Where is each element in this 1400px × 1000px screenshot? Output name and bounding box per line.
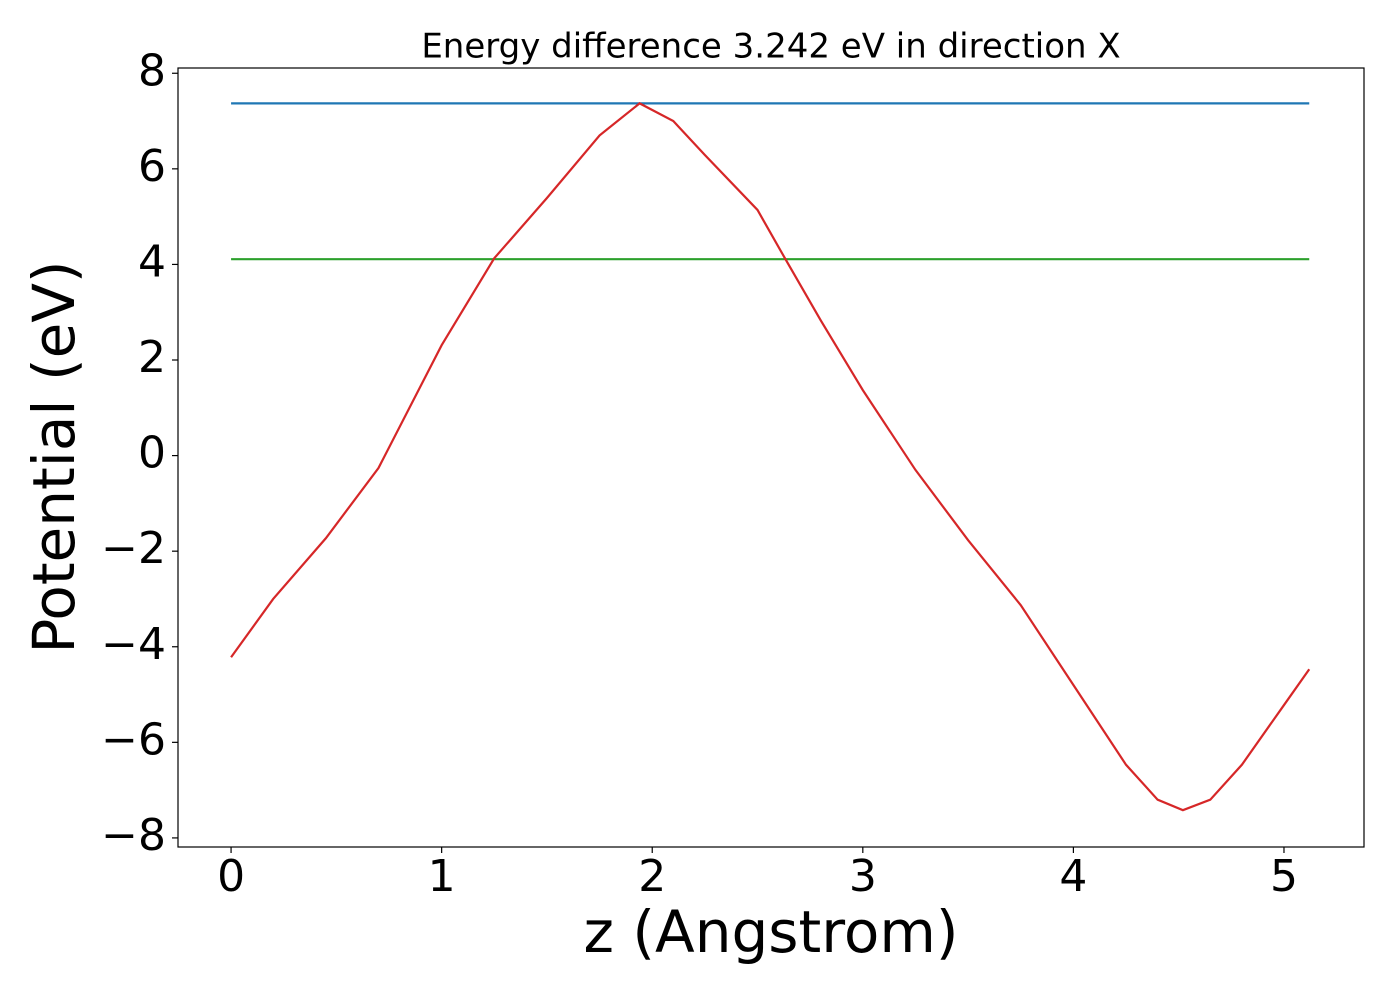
y-tick-label: 4 [138, 236, 166, 287]
x-tick-label: 4 [1059, 851, 1087, 902]
y-tick-label: 8 [138, 45, 166, 96]
plot-frame [177, 67, 1365, 848]
x-tick-label: 3 [849, 851, 877, 902]
x-tick-label: 5 [1270, 851, 1298, 902]
x-axis-label: z (Angstrom) [584, 898, 959, 966]
x-tick-label: 1 [428, 851, 456, 902]
x-tick-label: 0 [217, 851, 245, 902]
y-tick-label: 6 [138, 141, 166, 192]
chart-title: Energy difference 3.242 eV in direction … [421, 27, 1120, 67]
y-tick-label: −6 [101, 714, 166, 765]
y-tick-label: 0 [138, 428, 166, 479]
x-tick-label: 2 [638, 851, 666, 902]
y-tick-label: −2 [101, 523, 166, 574]
y-tick-label: −4 [101, 619, 166, 670]
y-axis-label: Potential (eV) [20, 260, 88, 653]
y-tick-label: −8 [101, 810, 166, 861]
y-tick-label: 2 [138, 332, 166, 383]
line [230, 102, 1311, 812]
